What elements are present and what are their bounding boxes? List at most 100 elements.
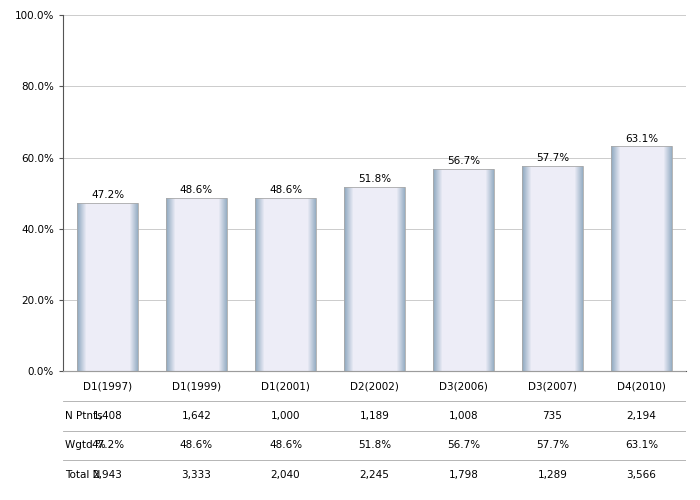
Bar: [617, 146, 618, 371]
Bar: [665, 146, 666, 371]
Bar: [522, 166, 524, 371]
Bar: [491, 170, 493, 371]
Bar: [397, 186, 398, 371]
Bar: [377, 186, 379, 371]
Bar: [572, 166, 573, 371]
Bar: [449, 170, 451, 371]
Bar: [384, 186, 385, 371]
Bar: [349, 186, 351, 371]
Bar: [309, 198, 311, 371]
Bar: [118, 203, 120, 371]
Text: D1(1999): D1(1999): [172, 381, 221, 391]
Bar: [284, 198, 285, 371]
Bar: [640, 146, 642, 371]
Bar: [174, 198, 176, 371]
Bar: [466, 170, 467, 371]
Bar: [299, 198, 300, 371]
Bar: [441, 170, 442, 371]
Bar: [613, 146, 615, 371]
Bar: [209, 198, 211, 371]
Bar: [81, 203, 83, 371]
Bar: [106, 203, 108, 371]
Bar: [208, 198, 209, 371]
Bar: [549, 166, 550, 371]
Bar: [225, 198, 226, 371]
Bar: [566, 166, 567, 371]
Bar: [656, 146, 657, 371]
Bar: [554, 166, 556, 371]
Bar: [399, 186, 400, 371]
Bar: [102, 203, 104, 371]
Bar: [293, 198, 295, 371]
Bar: [538, 166, 540, 371]
Bar: [391, 186, 393, 371]
Bar: [490, 170, 491, 371]
Bar: [104, 203, 106, 371]
Bar: [126, 203, 127, 371]
Bar: [447, 170, 449, 371]
Bar: [578, 166, 579, 371]
Bar: [195, 198, 197, 371]
Bar: [398, 186, 399, 371]
Bar: [94, 203, 95, 371]
Bar: [177, 198, 178, 371]
Bar: [559, 166, 561, 371]
Bar: [375, 186, 377, 371]
Bar: [132, 203, 133, 371]
Bar: [563, 166, 564, 371]
Bar: [99, 203, 101, 371]
Bar: [84, 203, 85, 371]
Bar: [166, 198, 227, 371]
Bar: [97, 203, 99, 371]
Bar: [657, 146, 659, 371]
Bar: [566, 166, 568, 371]
Bar: [304, 198, 306, 371]
Bar: [133, 203, 134, 371]
Bar: [640, 146, 641, 371]
Bar: [83, 203, 85, 371]
Text: D2(2002): D2(2002): [350, 381, 399, 391]
Bar: [258, 198, 260, 371]
Bar: [166, 198, 167, 371]
Bar: [470, 170, 472, 371]
Text: 57.7%: 57.7%: [536, 153, 569, 163]
Bar: [295, 198, 297, 371]
Bar: [647, 146, 648, 371]
Bar: [120, 203, 122, 371]
Bar: [309, 198, 310, 371]
Bar: [172, 198, 174, 371]
Bar: [393, 186, 394, 371]
Bar: [561, 166, 563, 371]
Bar: [622, 146, 624, 371]
Bar: [611, 146, 672, 371]
Bar: [481, 170, 482, 371]
Bar: [444, 170, 445, 371]
Bar: [298, 198, 299, 371]
Bar: [284, 198, 286, 371]
Bar: [433, 170, 434, 371]
Bar: [307, 198, 308, 371]
Bar: [545, 166, 547, 371]
Bar: [290, 198, 292, 371]
Bar: [118, 203, 119, 371]
Bar: [297, 198, 298, 371]
Bar: [312, 198, 313, 371]
Bar: [391, 186, 392, 371]
Bar: [190, 198, 192, 371]
Bar: [575, 166, 576, 371]
Bar: [215, 198, 216, 371]
Bar: [268, 198, 270, 371]
Bar: [450, 170, 452, 371]
Bar: [457, 170, 458, 371]
Bar: [197, 198, 199, 371]
Bar: [547, 166, 549, 371]
Bar: [536, 166, 538, 371]
Bar: [168, 198, 169, 371]
Bar: [456, 170, 458, 371]
Bar: [344, 186, 405, 371]
Bar: [288, 198, 290, 371]
Bar: [183, 198, 185, 371]
Bar: [483, 170, 484, 371]
Bar: [134, 203, 136, 371]
Bar: [652, 146, 654, 371]
